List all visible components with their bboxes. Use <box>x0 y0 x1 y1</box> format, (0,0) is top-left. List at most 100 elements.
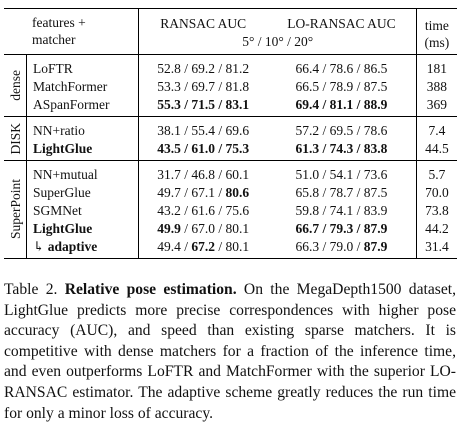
time-cell: 44.5 <box>415 139 457 161</box>
time-cell: 388 <box>415 77 457 95</box>
method-cell: MatchFormer <box>26 77 140 95</box>
table-row: LightGlue 49.9 / 67.0 / 80.1 66.7 / 79.3 /… <box>4 219 457 237</box>
text-run: SuperGlue <box>33 184 91 200</box>
text-run: 44.5 <box>425 140 449 156</box>
lo-ransac-cell: 51.0 / 54.1 / 73.6 <box>267 161 416 184</box>
lo-ransac-cell: 66.7 / 79.3 / 87.9 <box>267 219 416 237</box>
method-cell: LoFTR <box>26 54 140 77</box>
text-run: NN+mutual <box>33 166 98 182</box>
table-row: dense LoFTR 52.8 / 69.2 / 81.2 66.4 / 78.6 … <box>4 54 457 117</box>
method-cell: ASpanFormer <box>26 95 140 117</box>
text-run: adaptive <box>47 238 98 254</box>
text-run: 53.3 / 69.7 / 81.8 <box>157 78 250 94</box>
text-run: 38.1 / 55.4 / 69.6 <box>157 122 250 138</box>
results-table: features + matcher RANSAC AUC LO-RANSAC A… <box>4 8 457 259</box>
table-row: SGMNet 43.2 / 61.6 / 75.6 59.8 / 74.1 / 83… <box>4 201 457 219</box>
text-run: 59.8 / 74.1 / 83.9 <box>295 202 388 218</box>
text-run: LightGlue <box>33 220 93 236</box>
time-cell: 73.8 <box>415 201 457 219</box>
header-ransac: RANSAC AUC <box>160 15 247 31</box>
text-run: 44.2 <box>425 220 449 236</box>
text-run: 70.0 <box>425 184 449 200</box>
lo-ransac-cell: 69.4 / 81.1 / 88.9 <box>267 95 416 117</box>
text-run: 67.2 <box>191 238 216 254</box>
time-cell: 44.2 <box>415 219 457 237</box>
text-run: ASpanFormer <box>33 96 110 112</box>
text-run: LightGlue <box>33 140 93 156</box>
method-cell: ↳ adaptive <box>26 237 140 259</box>
text-run: SGMNet <box>33 202 82 218</box>
time-cell: 181 <box>415 54 457 77</box>
header-row: 5° / 10° / 20° <box>4 32 457 55</box>
lo-ransac-cell: 66.5 / 78.9 / 87.5 <box>267 77 416 95</box>
text-run: ↳ <box>33 238 48 254</box>
time-cell: 31.4 <box>415 237 457 259</box>
method-cell: SuperGlue <box>26 183 140 201</box>
text-run: 52.8 / 69.2 / 81.2 <box>157 60 250 76</box>
lo-ransac-cell: 66.3 / 79.0 / 87.9 <box>267 237 416 259</box>
header-thresholds: 5° / 10° / 20° <box>242 33 314 49</box>
text-run: 57.2 / 69.5 / 78.6 <box>295 122 388 138</box>
time-cell: 7.4 <box>415 116 457 139</box>
table-row: MatchFormer 53.3 / 69.7 / 81.8 66.5 / 78.9… <box>4 77 457 95</box>
header-line: features + <box>32 15 86 30</box>
method-cell: NN+ratio <box>26 116 140 139</box>
ransac-cell: 43.2 / 61.6 / 75.6 <box>139 201 267 219</box>
text-run: 31.4 <box>425 238 449 254</box>
method-cell: LightGlue <box>26 219 140 237</box>
text-run: LoFTR <box>33 60 73 76</box>
header-features: features + matcher <box>4 8 140 55</box>
text-run: 43.2 / 61.6 / 75.6 <box>157 202 250 218</box>
lo-ransac-cell: 65.8 / 78.7 / 87.5 <box>267 183 416 201</box>
text-run: 66.7 / 79.3 / 87.9 <box>295 220 388 236</box>
group-label-cell: DISK <box>4 116 27 161</box>
ransac-cell: 55.3 / 71.5 / 83.1 <box>139 95 267 117</box>
text-run: 80.6 <box>225 184 250 200</box>
text-run: 5.7 <box>428 166 446 182</box>
table-row: SuperGlue 49.7 / 67.1 / 80.6 65.8 / 78.7 /… <box>4 183 457 201</box>
text-run: MatchFormer <box>33 78 108 94</box>
text-run: 61.3 / 74.3 / 83.8 <box>295 140 388 156</box>
time-cell: 70.0 <box>415 183 457 201</box>
text-run: 7.4 <box>428 122 446 138</box>
ransac-cell: 52.8 / 69.2 / 81.2 <box>139 55 267 78</box>
ransac-cell: 49.9 / 67.0 / 80.1 <box>139 219 267 237</box>
table-body: dense LoFTR 52.8 / 69.2 / 81.2 66.4 / 78.6 … <box>4 54 457 259</box>
text-run: 49.4 / <box>157 238 192 254</box>
lo-ransac-cell: 59.8 / 74.1 / 83.9 <box>267 201 416 219</box>
lo-ransac-cell: 66.4 / 78.6 / 86.5 <box>267 55 416 78</box>
group-label: DISK <box>7 122 23 155</box>
method-cell: LightGlue <box>26 139 140 161</box>
text-run: 31.7 / 46.8 / 60.1 <box>157 166 250 182</box>
header-line: matcher <box>32 32 76 47</box>
group-label-cell: SuperPoint <box>4 160 27 259</box>
text-run: 51.0 / 54.1 / 73.6 <box>295 166 388 182</box>
text-run: 65.8 / 78.7 / 87.5 <box>295 184 388 200</box>
table-row: ↳ adaptive 49.4 / 67.2 / 80.1 66.3 / 79.0 … <box>4 237 457 259</box>
table-row: DISK NN+ratio 38.1 / 55.4 / 69.6 57.2 / 69.… <box>4 116 457 161</box>
ransac-cell: 49.4 / 67.2 / 80.1 <box>139 237 267 259</box>
ransac-cell: 43.5 / 61.0 / 75.3 <box>139 139 267 161</box>
text-run: 55.3 / 71.5 / 83.1 <box>157 96 250 112</box>
caption: Table 2. Relative pose estimation. On th… <box>4 280 456 424</box>
text-run: 66.4 / 78.6 / 86.5 <box>295 60 388 76</box>
table-row: ASpanFormer 55.3 / 71.5 / 83.1 69.4 / 81.1… <box>4 95 457 117</box>
group-label: SuperPoint <box>7 179 23 240</box>
text-run: 69.4 / 81.1 / 88.9 <box>295 96 388 112</box>
header-lo-ransac: LO-RANSAC AUC <box>287 15 396 31</box>
text-run: 49.7 / 67.1 / <box>157 184 226 200</box>
ransac-cell: 49.7 / 67.1 / 80.6 <box>139 183 267 201</box>
group-label: dense <box>7 70 23 101</box>
header-row: features + matcher RANSAC AUC LO-RANSAC A… <box>4 8 457 55</box>
table-row: LightGlue 43.5 / 61.0 / 75.3 61.3 / 74.3 /… <box>4 139 457 161</box>
text-run: 388 <box>426 78 448 94</box>
text-run: 66.3 / 79.0 / <box>295 238 364 254</box>
text-run: 181 <box>426 60 448 76</box>
text-run: NN+ratio <box>33 122 85 138</box>
table-row: SuperPoint NN+mutual 31.7 / 46.8 / 60.1 51.… <box>4 160 457 259</box>
text-run: 87.9 <box>363 238 388 254</box>
lo-ransac-cell: 57.2 / 69.5 / 78.6 <box>267 117 416 140</box>
header-time: time (ms) <box>415 8 457 55</box>
table-header: features + matcher RANSAC AUC LO-RANSAC A… <box>4 8 457 55</box>
